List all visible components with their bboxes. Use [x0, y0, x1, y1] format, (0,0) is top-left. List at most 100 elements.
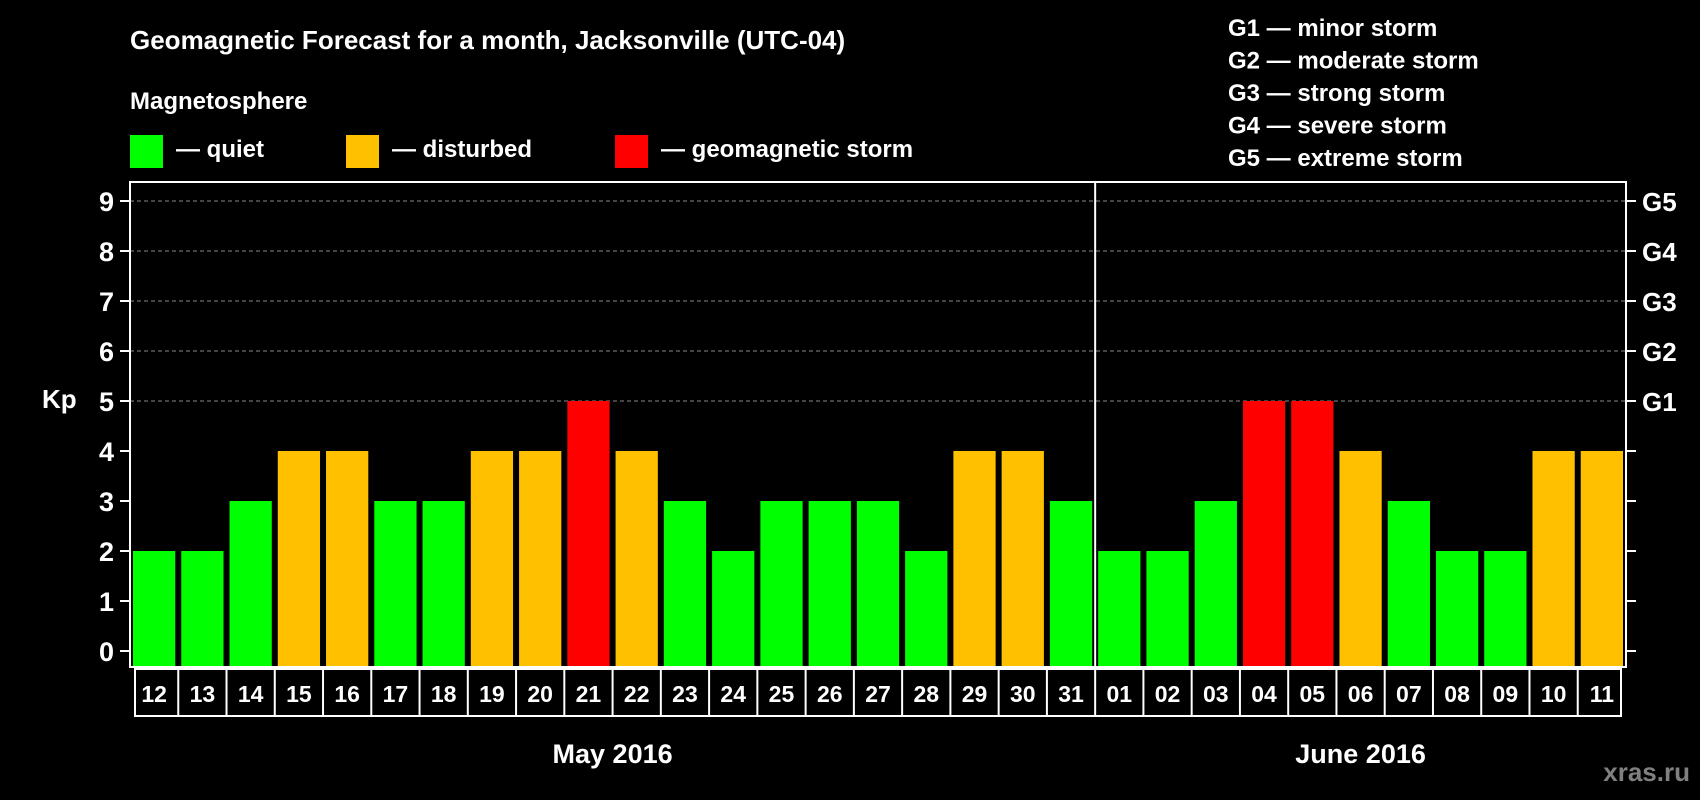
y-tick-label: 8: [99, 237, 114, 267]
right-axis-label: G2: [1642, 337, 1677, 367]
date-label: 28: [913, 681, 939, 707]
month-label: May 2016: [553, 739, 673, 769]
bar: [1098, 551, 1141, 667]
bar: [1291, 401, 1334, 667]
date-label: 23: [672, 681, 698, 707]
legend-label: — geomagnetic storm: [661, 136, 913, 163]
y-tick-label: 6: [99, 337, 114, 367]
bar: [1146, 551, 1189, 667]
y-tick-label: 2: [99, 537, 114, 567]
date-label: 27: [865, 681, 891, 707]
date-label: 12: [141, 681, 167, 707]
storm-scale-item: G4 — severe storm: [1228, 113, 1447, 140]
date-label: 22: [624, 681, 650, 707]
y-tick-label: 1: [99, 587, 114, 617]
date-label: 13: [190, 681, 216, 707]
date-label: 01: [1106, 681, 1132, 707]
right-axis-label: G3: [1642, 287, 1677, 317]
date-label: 10: [1541, 681, 1567, 707]
bar: [1484, 551, 1527, 667]
date-label: 17: [383, 681, 409, 707]
bar: [1339, 451, 1382, 667]
date-label: 26: [817, 681, 843, 707]
bar: [1532, 451, 1575, 667]
date-label: 24: [720, 681, 746, 707]
month-label: June 2016: [1295, 739, 1426, 769]
legend-title: Magnetosphere: [130, 88, 307, 115]
date-label: 06: [1348, 681, 1374, 707]
bar: [470, 451, 514, 667]
bar: [181, 551, 224, 667]
right-axis-label: G5: [1642, 187, 1677, 217]
date-label: 18: [431, 681, 457, 707]
legend-swatch: [130, 135, 163, 168]
bar: [1435, 551, 1479, 667]
bar: [1387, 501, 1430, 667]
date-label: 11: [1590, 681, 1615, 707]
y-tick-label: 5: [99, 387, 114, 417]
y-tick-label: 3: [99, 487, 114, 517]
legend-label: — disturbed: [392, 136, 532, 163]
date-label: 20: [527, 681, 553, 707]
date-label: 07: [1396, 681, 1422, 707]
bar: [615, 451, 658, 667]
bar: [1001, 451, 1044, 667]
date-label: 30: [1010, 681, 1036, 707]
date-label: 29: [962, 681, 988, 707]
bar: [712, 551, 755, 667]
bar: [1242, 401, 1286, 667]
date-label: 04: [1251, 681, 1277, 707]
date-label: 19: [479, 681, 505, 707]
date-label: 09: [1493, 681, 1519, 707]
bar: [326, 451, 369, 667]
date-label: 21: [576, 681, 602, 707]
bar: [1049, 501, 1093, 667]
date-label: 08: [1444, 681, 1470, 707]
storm-scale-item: G3 — strong storm: [1228, 80, 1445, 107]
bar: [519, 451, 562, 667]
chart-title: Geomagnetic Forecast for a month, Jackso…: [130, 25, 845, 55]
plot-frame: [129, 181, 1627, 668]
bar: [133, 551, 176, 667]
bar: [856, 501, 900, 667]
bar: [760, 501, 803, 667]
date-label: 15: [286, 681, 312, 707]
y-tick-label: 4: [99, 437, 114, 467]
y-tick-label: 7: [99, 287, 114, 317]
storm-scale-legend: G1 — minor storm G2 — moderate storm G3 — …: [1228, 15, 1479, 172]
storm-scale-item: G5 — extreme storm: [1228, 145, 1463, 172]
y-tick-label: 0: [99, 637, 114, 667]
y-axis-label: Kp: [42, 384, 77, 414]
storm-scale-item: G2 — moderate storm: [1228, 48, 1479, 75]
bar: [229, 501, 272, 667]
bar: [1580, 451, 1623, 667]
legend: — quiet — disturbed — geomagnetic storm: [130, 135, 913, 168]
legend-swatch: [615, 135, 648, 168]
date-label: 03: [1203, 681, 1229, 707]
right-axis-label: G4: [1642, 237, 1677, 267]
legend-swatch: [346, 135, 379, 168]
right-axis-label: G1: [1642, 387, 1677, 417]
bar: [277, 451, 321, 667]
date-label: 16: [334, 681, 360, 707]
date-label: 02: [1155, 681, 1181, 707]
bar: [663, 501, 707, 667]
watermark: xras.ru: [1603, 757, 1690, 787]
y-tick-label: 9: [99, 187, 114, 217]
date-row: [134, 668, 1622, 717]
bar: [953, 451, 996, 667]
bar: [905, 551, 948, 667]
storm-scale-item: G1 — minor storm: [1228, 15, 1437, 42]
date-label: 05: [1300, 681, 1326, 707]
bar: [422, 501, 465, 667]
legend-label: — quiet: [176, 136, 264, 163]
bar: [567, 401, 610, 667]
date-label: 25: [769, 681, 795, 707]
bar: [374, 501, 417, 667]
date-label: 14: [238, 681, 264, 707]
date-label: 31: [1058, 681, 1084, 707]
bar: [808, 501, 851, 667]
bar: [1194, 501, 1237, 667]
